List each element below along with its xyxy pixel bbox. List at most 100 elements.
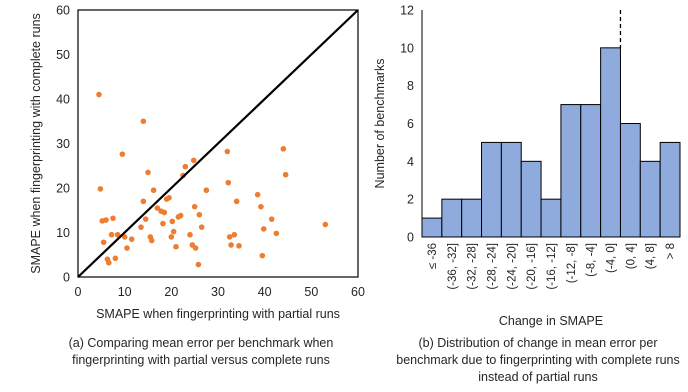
histogram-chart: 0 2 4 6 8 10 12 ≤ -36 (-36, -32] (-32, -28] (-28,… — [373, 4, 681, 328]
scatter-point — [231, 231, 238, 238]
histogram-bar — [421, 217, 443, 238]
caption-right: (b) Distribution of change in mean error… — [396, 336, 680, 384]
scatter-point — [128, 236, 135, 242]
scatter-point — [280, 146, 287, 152]
histogram-x-tick-label: (-16, -12] — [546, 243, 558, 290]
histogram-x-tick-label: (-4, 0] — [606, 243, 618, 273]
histogram-y-tick-label: 2 — [407, 193, 414, 207]
scatter-point — [225, 179, 232, 186]
caption-left: (a) Comparing mean error per benchmark w… — [68, 336, 334, 367]
scatter-point — [154, 205, 161, 211]
histogram-bar — [540, 198, 562, 238]
scatter-point — [108, 231, 115, 238]
scatter-points — [96, 91, 329, 268]
histogram-x-tick-label: > 8 — [665, 243, 677, 259]
scatter-tick-labels: 0 10 20 30 40 50 60 0 10 20 30 40 50 60 — [56, 4, 365, 300]
scatter-x-tick-label: 50 — [304, 285, 318, 299]
scatter-x-tick-label: 40 — [258, 285, 272, 299]
scatter-point — [140, 118, 147, 125]
scatter-point — [187, 231, 193, 238]
scatter-point — [177, 212, 184, 219]
scatter-point — [170, 228, 177, 235]
scatter-point — [160, 220, 166, 227]
scatter-point — [228, 242, 234, 248]
scatter-plot-frame — [77, 9, 359, 278]
histogram-y-tick-label: 0 — [407, 231, 414, 245]
scatter-point — [258, 203, 264, 210]
scatter-x-tick-label: 20 — [164, 285, 178, 299]
scatter-point — [282, 171, 289, 178]
histogram-x-tick-label: (-20, -16] — [526, 243, 538, 290]
scatter-point — [166, 194, 172, 201]
scatter-point — [224, 148, 231, 155]
scatter-point — [191, 203, 198, 210]
scatter-point — [236, 243, 242, 249]
histogram-bar — [441, 198, 463, 238]
scatter-axes — [77, 9, 359, 278]
histogram-y-axis-label: Number of benchmarks — [373, 59, 387, 189]
histogram-axes — [421, 10, 680, 238]
histogram-x-tick-label: ≤ -36 — [427, 243, 439, 269]
scatter-point — [161, 209, 168, 216]
histogram-x-tick-label: (-32, -28] — [467, 243, 479, 290]
histogram-bar — [659, 141, 681, 238]
histogram-x-tick-label: (-8, -4] — [586, 243, 598, 277]
histogram-bar — [461, 198, 483, 238]
histogram-x-tick-label: (-36, -32] — [447, 243, 459, 290]
scatter-point — [96, 91, 102, 98]
scatter-point — [195, 261, 202, 268]
scatter-point — [260, 226, 267, 232]
histogram-y-tick-label: 8 — [407, 79, 414, 93]
histogram-bar — [481, 141, 502, 238]
scatter-point — [145, 169, 151, 176]
scatter-point — [273, 230, 280, 237]
scatter-point — [322, 221, 329, 228]
scatter-point — [106, 259, 112, 266]
histogram-bar — [619, 123, 641, 238]
scatter-point — [121, 234, 128, 240]
histogram-y-tick-label: 10 — [400, 41, 414, 55]
diagonal-reference-line — [77, 9, 359, 278]
scatter-point — [196, 211, 203, 218]
scatter-point — [119, 151, 126, 157]
histogram-bar — [500, 141, 522, 238]
scatter-point — [173, 243, 179, 250]
histogram-bar — [600, 47, 621, 238]
scatter-reference-line — [77, 9, 359, 278]
histogram-x-tick-label: (-28, -24] — [486, 243, 498, 290]
scatter-x-tick-label: 10 — [118, 285, 132, 299]
scatter-y-tick-label: 0 — [63, 271, 70, 285]
scatter-point — [114, 231, 121, 238]
scatter-x-tick-label: 60 — [351, 285, 365, 299]
histogram-y-tick-label: 4 — [407, 155, 414, 169]
scatter-point — [169, 218, 176, 225]
histogram-bar — [560, 104, 582, 238]
scatter-y-tick-label: 40 — [56, 93, 70, 107]
scatter-point — [254, 191, 261, 198]
scatter-point — [259, 252, 266, 259]
scatter-point — [100, 239, 107, 246]
scatter-point — [103, 217, 109, 223]
histogram-y-tick-labels: 0 2 4 6 8 10 12 — [400, 4, 414, 245]
histogram-bar — [580, 104, 602, 238]
scatter-point — [138, 224, 144, 230]
scatter-y-tick-label: 10 — [56, 226, 70, 240]
scatter-point — [97, 186, 104, 192]
scatter-x-tick-label: 30 — [211, 285, 225, 299]
scatter-point — [203, 187, 210, 194]
scatter-point — [233, 198, 240, 205]
scatter-point — [190, 157, 197, 164]
scatter-point — [148, 237, 155, 244]
scatter-x-tick-label: 0 — [75, 285, 82, 299]
histogram-y-tick-label: 12 — [400, 4, 414, 18]
histogram-bar — [639, 160, 661, 238]
histogram-x-tick-label: (0, 4] — [625, 243, 637, 269]
scatter-x-axis-label: SMAPE when fingerprinting with partial r… — [96, 307, 340, 321]
scatter-point — [142, 216, 149, 222]
scatter-point — [226, 234, 233, 240]
histogram-x-tick-label: (-24, -20] — [506, 243, 518, 290]
scatter-point — [140, 198, 147, 205]
scatter-point — [268, 216, 275, 222]
scatter-point — [182, 163, 189, 170]
histogram-x-tick-labels: ≤ -36 (-36, -32] (-32, -28] (-28, -24] (-24,… — [427, 243, 677, 290]
